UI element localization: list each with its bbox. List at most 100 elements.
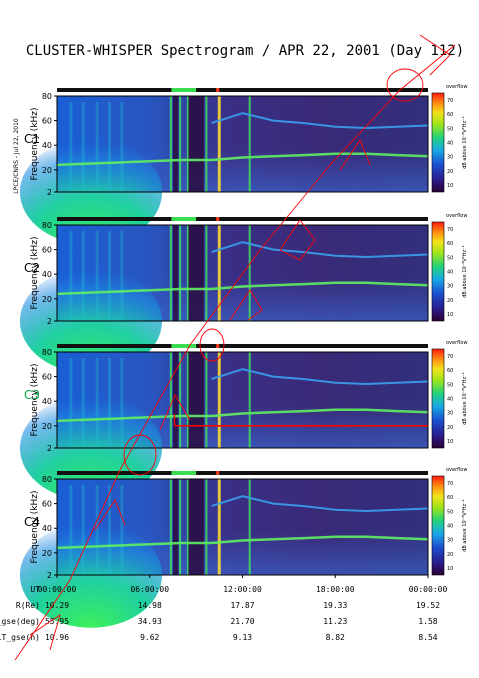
colorbar-tick-label: 10 — [447, 312, 453, 318]
y-tick-label: 40 — [42, 270, 52, 279]
emission-streak — [81, 485, 85, 575]
y-tick-label: 2 — [47, 571, 52, 580]
colorbar-header: overflow — [446, 84, 467, 90]
upper-harmonic-line — [211, 241, 429, 259]
status-bar-red-marker — [216, 217, 220, 221]
colorbar-tick-label: 10 — [447, 183, 453, 189]
orbit-row-value: 55.95 — [45, 617, 69, 626]
emission-streak — [69, 485, 73, 575]
data-gap — [188, 352, 204, 448]
y-tick-label: 80 — [42, 475, 52, 484]
wideband-vertical-line — [179, 352, 182, 448]
emission-streak — [95, 231, 99, 321]
wideband-vertical-line — [169, 96, 172, 192]
y-tick-label: 60 — [42, 117, 52, 126]
y-tick-label: 60 — [42, 373, 52, 382]
data-gap — [172, 96, 179, 192]
orbit-row-value: 10.96 — [45, 633, 69, 642]
panel-name-label: C3 — [24, 388, 40, 402]
orbit-row-value: 17.87 — [230, 601, 254, 610]
emission-streak — [120, 485, 124, 575]
colorbar-tick-label: 20 — [447, 169, 453, 175]
upper-harmonic-line — [211, 495, 429, 513]
wideband-vertical-line — [217, 96, 221, 192]
upper-harmonic-line — [211, 368, 429, 386]
colorbar-tick-label: 40 — [447, 141, 453, 147]
orbit-row-value: 12:00:00 — [223, 585, 262, 594]
y-tick-label: 20 — [42, 422, 52, 431]
annotation-loop — [386, 68, 424, 102]
wideband-vertical-line — [186, 225, 189, 321]
wideband-vertical-line — [169, 225, 172, 321]
panel-frame — [56, 351, 429, 449]
y-tick-label: 2 — [47, 188, 52, 197]
colorbar-header: overflow — [446, 340, 467, 346]
wideband-vertical-line — [186, 479, 189, 575]
orbit-row-value: 9.13 — [233, 633, 252, 642]
emission-streak — [69, 231, 73, 321]
colorbar-tick-label: 50 — [447, 509, 453, 515]
orbit-row-label: UT — [30, 585, 40, 594]
wideband-vertical-line — [179, 225, 182, 321]
y-tick-label: 60 — [42, 500, 52, 509]
y-tick-label: 40 — [42, 524, 52, 533]
status-bar-red-marker — [216, 344, 220, 348]
orbit-row-value: 19.52 — [416, 601, 440, 610]
chart-title: CLUSTER-WHISPER Spectrogram / APR 22, 20… — [26, 43, 464, 59]
orbit-row-value: 10.29 — [45, 601, 69, 610]
colorbar-tick-label: 40 — [447, 524, 453, 530]
colorbar-tick-label: 70 — [447, 98, 453, 104]
side-credit-label: LPCE/CNRS - Jul 22, 2010 — [13, 118, 20, 194]
colorbar-tick-label: 30 — [447, 155, 453, 161]
y-tick-label: 60 — [42, 246, 52, 255]
wideband-vertical-line — [217, 479, 221, 575]
wideband-vertical-line — [179, 96, 182, 192]
wideband-vertical-line — [248, 352, 251, 448]
colorbar-label: dB above 10⁻⁸V²Hz⁻¹ — [462, 499, 468, 552]
data-gap — [188, 225, 204, 321]
plasma-frequency-line — [56, 408, 429, 423]
colorbar-tick-label: 60 — [447, 495, 453, 501]
colorbar-label: dB above 10⁻⁸V²Hz⁻¹ — [462, 245, 468, 298]
emission-streak — [95, 102, 99, 192]
y-tick-label: 40 — [42, 141, 52, 150]
annotation-letters — [159, 139, 371, 431]
orbit-row-value: 34.93 — [138, 617, 162, 626]
colorbar-label: dB above 10⁻⁸V²Hz⁻¹ — [462, 372, 468, 425]
emission-streak — [120, 358, 124, 448]
wideband-vertical-line — [217, 352, 221, 448]
status-bar-green-segment — [171, 217, 197, 221]
annotation-loop — [199, 328, 225, 362]
colorbar-tick-label: 30 — [447, 538, 453, 544]
wideband-vertical-line — [217, 225, 221, 321]
colorbar-header: overflow — [446, 213, 467, 219]
orbit-row-value: 19.33 — [323, 601, 347, 610]
orbit-row-label: R(Re) — [16, 601, 40, 610]
orbit-row-value: 8.82 — [326, 633, 345, 642]
colorbar-header: overflow — [446, 467, 467, 473]
y-axis-label: Frequency (kHz) — [30, 363, 40, 436]
wideband-vertical-line — [169, 479, 172, 575]
status-bar-red-marker — [216, 471, 220, 475]
status-bar-red-marker — [216, 88, 220, 92]
colorbar-tick-label: 10 — [447, 566, 453, 572]
plasma-frequency-line — [56, 281, 429, 296]
status-bar — [57, 344, 428, 348]
wideband-vertical-line — [169, 352, 172, 448]
emission-streak — [108, 231, 112, 321]
data-gap — [188, 96, 204, 192]
data-gap — [172, 352, 179, 448]
panel-name-label: C4 — [24, 515, 40, 529]
orbit-row-label: Lat_gse(deg) — [0, 617, 40, 626]
y-axis-label: Frequency (kHz) — [30, 490, 40, 563]
emission-streak — [95, 358, 99, 448]
colorbar-tick-label: 60 — [447, 368, 453, 374]
data-gap — [188, 479, 204, 575]
colorbar-tick-label: 20 — [447, 425, 453, 431]
annotation-diagonal-stroke — [14, 44, 456, 661]
orbit-row-value: 1.58 — [418, 617, 437, 626]
data-gap — [172, 479, 179, 575]
